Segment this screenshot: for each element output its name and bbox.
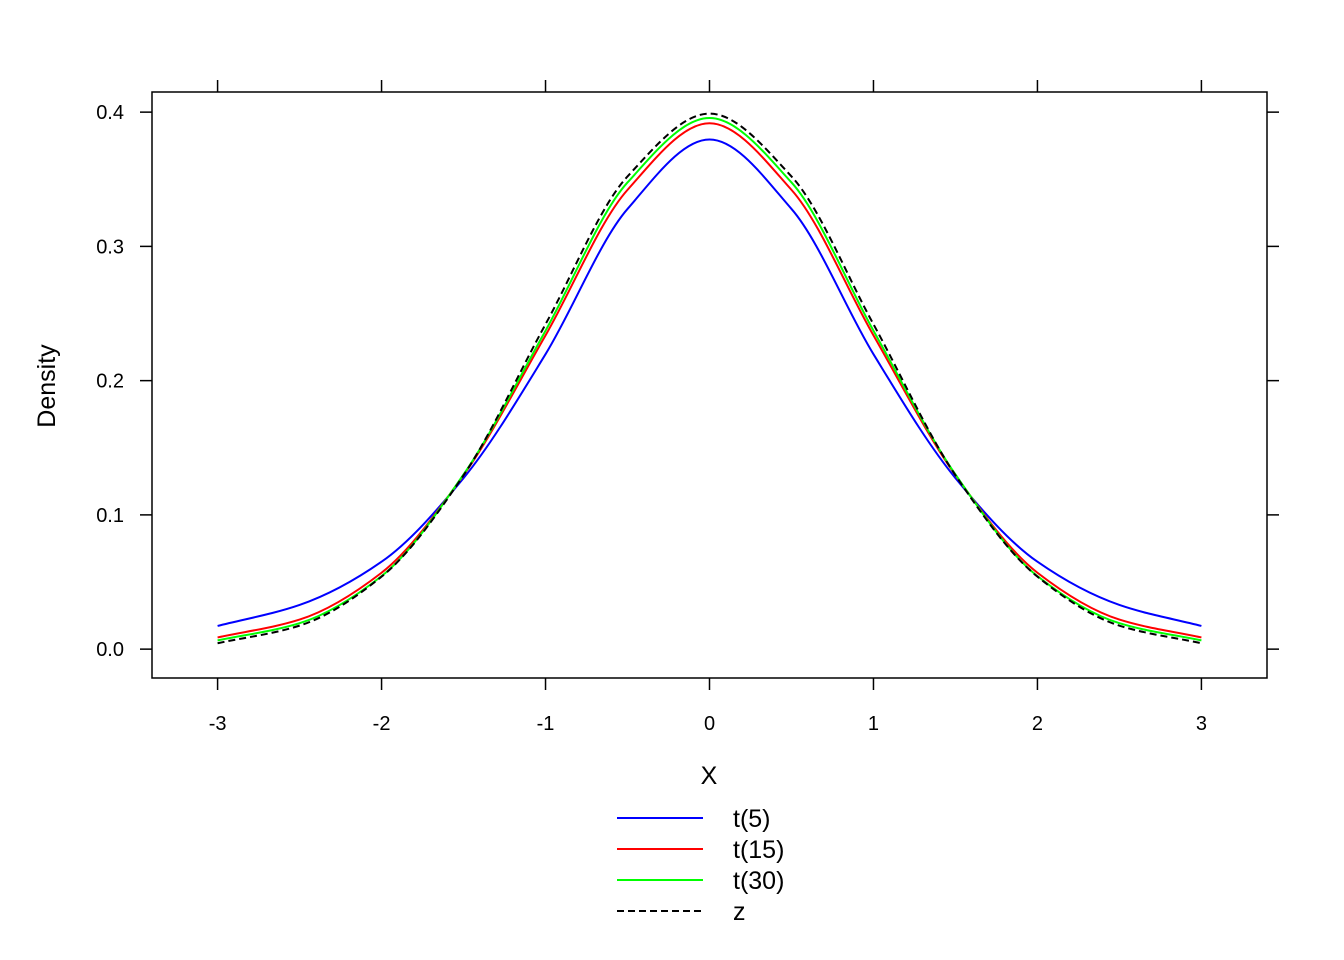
x-tick-label: 2: [1032, 713, 1043, 735]
y-tick-label: 0.4: [96, 102, 124, 124]
plot-frame: [151, 91, 1268, 679]
series-line-4: [217, 112, 1202, 645]
series-line-1: [217, 138, 1202, 627]
y-axis-title: Density: [33, 344, 61, 428]
legend-label: t(5): [733, 805, 771, 833]
y-tick-label: 0.3: [96, 236, 124, 258]
x-tick-label: 0: [704, 713, 715, 735]
series-lines: [217, 112, 1202, 645]
x-tick-label: -3: [209, 713, 227, 735]
y-tick-label: 0.2: [96, 371, 124, 393]
axis-ticks: -3 -2 -1 0 1 2 3 0.0 0.1 0.2 0.3 0.4: [96, 80, 1279, 735]
y-tick-label: 0.1: [96, 505, 124, 527]
legend-label: t(30): [733, 867, 784, 895]
x-axis-title: X: [701, 762, 718, 790]
series-line-2: [217, 122, 1202, 639]
legend-label: z: [733, 898, 746, 926]
y-tick-label: 0.0: [96, 639, 124, 661]
x-tick-label: -1: [537, 713, 555, 735]
x-tick-label: 3: [1196, 713, 1207, 735]
x-tick-label: 1: [868, 713, 879, 735]
x-tick-label: -2: [373, 713, 391, 735]
series-line-3: [217, 117, 1202, 642]
legend: t(5) t(15) t(30) z: [617, 805, 784, 926]
legend-label: t(15): [733, 836, 784, 864]
